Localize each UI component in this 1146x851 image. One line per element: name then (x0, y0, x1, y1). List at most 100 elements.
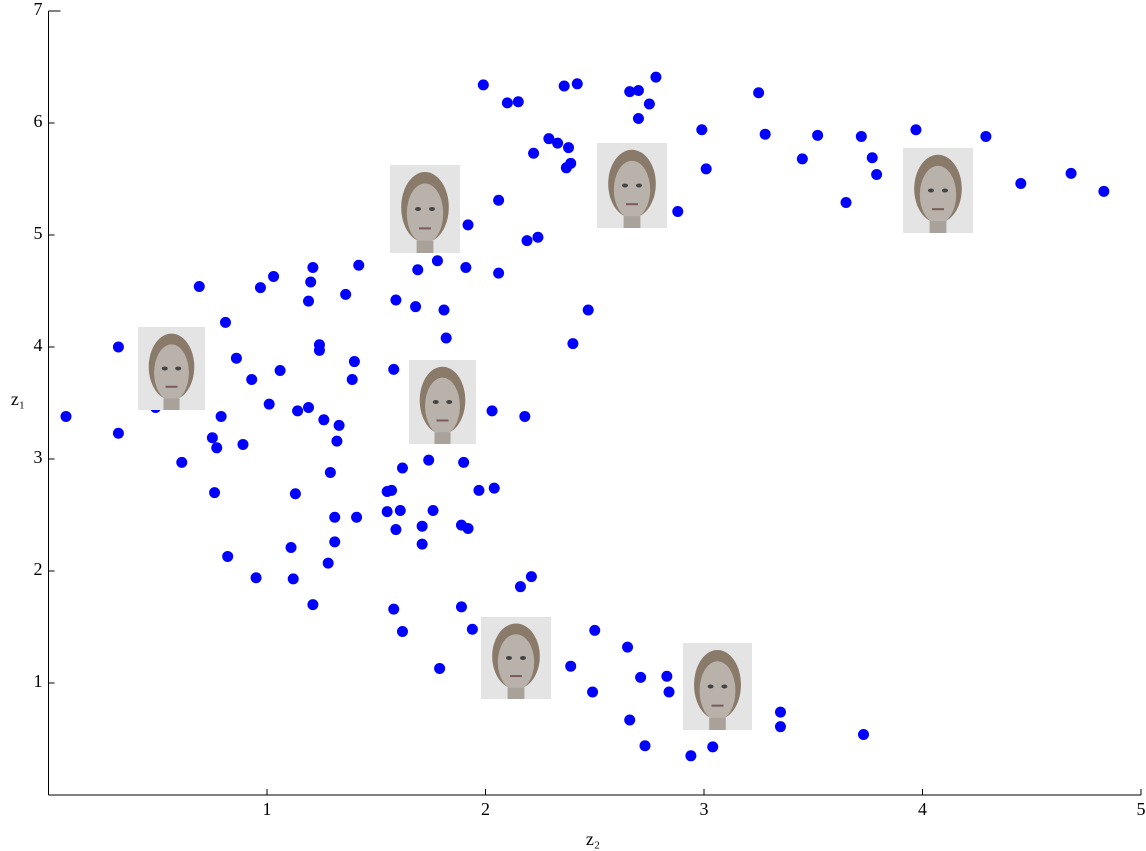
point (322, 557, 334, 569)
point (477, 79, 489, 91)
face-neck (434, 432, 451, 444)
point (353, 259, 365, 271)
face-neck (929, 221, 947, 233)
point (230, 352, 242, 364)
point (589, 624, 601, 636)
point (287, 573, 299, 585)
point (246, 373, 258, 385)
point (307, 599, 319, 611)
point (60, 410, 72, 422)
point (910, 124, 922, 136)
point (206, 432, 218, 444)
face-image (138, 327, 205, 410)
face-eye (446, 400, 453, 404)
face-eye (707, 684, 714, 689)
y-tick-label: 6 (34, 111, 43, 131)
point (840, 197, 852, 209)
face-eye (506, 656, 512, 660)
point (348, 356, 360, 368)
point (866, 152, 878, 164)
point (412, 264, 424, 276)
point (493, 267, 505, 279)
point (521, 235, 533, 247)
point (643, 98, 655, 110)
point (563, 142, 575, 154)
y-axis-label: z₁ (11, 389, 25, 409)
point (774, 706, 786, 718)
point (307, 261, 319, 273)
point (329, 536, 341, 548)
face-skin (406, 183, 444, 244)
point (305, 276, 317, 288)
point (351, 511, 363, 523)
face-eye (622, 183, 628, 188)
point (558, 80, 570, 92)
point (512, 96, 524, 108)
x-tick-label: 2 (481, 799, 490, 819)
point (473, 484, 485, 496)
point (980, 130, 992, 142)
point (416, 538, 428, 550)
point (1098, 185, 1110, 197)
point (346, 373, 358, 385)
y-tick-label: 7 (34, 0, 43, 19)
y-tick-label: 2 (34, 559, 43, 579)
y-tick-label: 1 (34, 671, 43, 691)
x-tick-label: 4 (918, 799, 927, 819)
point (263, 398, 275, 410)
point (672, 205, 684, 217)
face-image (903, 148, 973, 233)
point (416, 520, 428, 532)
point (285, 541, 297, 553)
face-skin (699, 661, 736, 721)
x-axis-label: z₂ (586, 829, 600, 849)
face-neck (709, 717, 726, 730)
point (237, 438, 249, 450)
point (759, 128, 771, 140)
point (219, 316, 231, 328)
point (410, 301, 422, 313)
point (390, 294, 402, 306)
point (462, 219, 474, 231)
point (624, 86, 636, 98)
point (1065, 167, 1077, 179)
face-eye (432, 400, 439, 404)
point (396, 625, 408, 637)
face-skin (497, 634, 535, 690)
point (318, 414, 330, 426)
point (458, 456, 470, 468)
x-tick-label: 1 (263, 799, 272, 819)
y-tick-label: 4 (34, 335, 43, 355)
point (222, 550, 234, 562)
y-tick-label: 3 (34, 447, 43, 467)
point (455, 601, 467, 613)
face-skin (613, 160, 651, 219)
point (582, 304, 594, 316)
point (431, 255, 443, 267)
point (528, 147, 540, 159)
point (466, 623, 478, 635)
point (176, 456, 188, 468)
face-eye (161, 366, 168, 371)
point (501, 97, 513, 109)
point (519, 410, 531, 422)
point (394, 505, 406, 517)
face-image (597, 143, 667, 228)
point (209, 487, 221, 499)
point (303, 295, 315, 307)
point (289, 488, 301, 500)
point (388, 603, 400, 615)
point (632, 113, 644, 125)
face-image (481, 617, 551, 699)
point (423, 454, 435, 466)
point (587, 686, 599, 698)
point (532, 231, 544, 243)
x-tick-label: 5 (1137, 799, 1146, 819)
point (292, 405, 304, 417)
face-image (683, 643, 752, 730)
point (812, 129, 824, 141)
point (514, 581, 526, 593)
point (552, 137, 564, 149)
